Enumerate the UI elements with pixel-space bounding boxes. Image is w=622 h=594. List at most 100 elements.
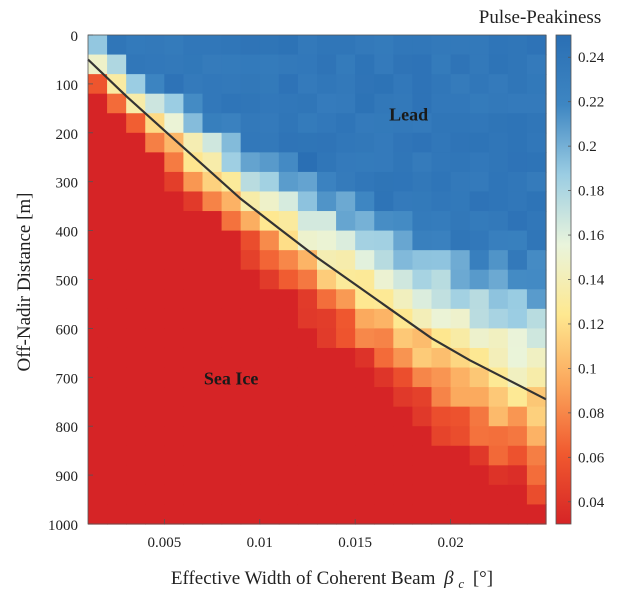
heatmap-cell (488, 211, 509, 232)
heatmap-cell (297, 191, 318, 212)
colorbar-tick-label: 0.06 (578, 450, 605, 466)
heatmap-cell (259, 191, 280, 212)
heatmap-cell (107, 152, 127, 173)
heatmap-cell (278, 171, 299, 193)
heatmap-cell (488, 445, 509, 466)
heatmap-cell (278, 250, 299, 271)
heatmap-cell (393, 93, 414, 114)
heatmap-cell (240, 347, 261, 369)
heatmap-cell (240, 230, 261, 251)
heatmap-cell (526, 426, 547, 447)
heatmap-cell (450, 113, 471, 134)
heatmap-cell (107, 465, 127, 486)
heatmap-cell (412, 211, 433, 232)
heatmap-cell (469, 74, 490, 95)
heatmap-cell (431, 132, 452, 153)
heatmap-cell (450, 406, 471, 427)
heatmap-cell (317, 269, 337, 290)
heatmap-cell (164, 35, 185, 56)
heatmap-cell (507, 504, 528, 525)
heatmap-cell (507, 191, 528, 212)
heatmap-cell (431, 387, 452, 408)
heatmap-cell (374, 54, 394, 75)
heatmap-cell (221, 445, 242, 466)
heatmap-cell (183, 171, 204, 193)
heatmap-cell (355, 387, 375, 408)
heatmap-cell (526, 132, 547, 153)
heatmap-cell (393, 132, 414, 153)
heatmap-cell (183, 387, 204, 408)
heatmap-cell (374, 269, 394, 290)
heatmap-cell (278, 191, 299, 212)
heatmap-cell (240, 113, 261, 134)
heatmap-cell (164, 504, 185, 525)
heatmap-cell (393, 347, 414, 369)
heatmap-cell (240, 328, 261, 349)
colorbar-tick-label: 0.2 (578, 139, 597, 155)
heatmap-cell (183, 289, 204, 310)
heatmap-cell (412, 35, 433, 56)
heatmap-cell (450, 426, 471, 447)
heatmap-cell (88, 93, 108, 114)
heatmap-cell (412, 152, 433, 173)
heatmap-cell (107, 269, 127, 290)
heatmap-cell (240, 93, 261, 114)
heatmap-cell (393, 250, 414, 271)
heatmap-cell (507, 445, 528, 466)
heatmap-cell (317, 35, 337, 56)
heatmap-cell (88, 113, 108, 134)
heatmap-cell (469, 113, 490, 134)
heatmap-cell (507, 347, 528, 369)
heatmap-cell (88, 367, 108, 388)
heatmap-cell (393, 113, 414, 134)
heatmap-cell (297, 367, 318, 388)
heatmap-cell (469, 171, 490, 193)
heatmap-cell (507, 426, 528, 447)
heatmap-cell (183, 152, 204, 173)
heatmap-cell (145, 93, 165, 114)
heatmap-cell (221, 484, 242, 506)
heatmap-cell (126, 504, 146, 525)
heatmap-cell (355, 35, 375, 56)
heatmap-cell (450, 230, 471, 251)
x-axis-label: Effective Width of Coherent Beam β c [°] (171, 568, 493, 593)
heatmap-cell (355, 465, 375, 486)
heatmap-cell (164, 406, 185, 427)
heatmap-cell (374, 211, 394, 232)
heatmap-cell (336, 35, 356, 56)
heatmap-cell (336, 191, 356, 212)
heatmap-cell (164, 387, 185, 408)
heatmap-cell (126, 367, 146, 388)
heatmap-cell (507, 93, 528, 114)
heatmap-cell (126, 74, 146, 95)
heatmap-cell (202, 328, 223, 349)
x-tick-label: 0.005 (147, 535, 181, 551)
heatmap-cell (393, 367, 414, 388)
heatmap-cell (374, 426, 394, 447)
heatmap-cell (297, 93, 318, 114)
heatmap-cell (88, 406, 108, 427)
heatmap-cell (202, 211, 223, 232)
heatmap-cell (126, 152, 146, 173)
heatmap-cell (412, 484, 433, 506)
heatmap-cell (317, 171, 337, 193)
heatmap-cell (202, 132, 223, 153)
heatmap-cell (240, 308, 261, 329)
heatmap-cell (393, 328, 414, 349)
heatmap-cell (240, 406, 261, 427)
heatmap-cell (469, 289, 490, 310)
heatmap-cell (107, 211, 127, 232)
heatmap-cell (412, 426, 433, 447)
heatmap-cell (336, 289, 356, 310)
heatmap-cell (297, 171, 318, 193)
heatmap-cell (183, 35, 204, 56)
heatmap-cell (374, 445, 394, 466)
heatmap-cell (507, 406, 528, 427)
heatmap-cell (164, 152, 185, 173)
heatmap-cell (221, 132, 242, 153)
heatmap-cell (240, 445, 261, 466)
heatmap-cell (126, 211, 146, 232)
heatmap-cell (355, 211, 375, 232)
heatmap-cell (221, 211, 242, 232)
heatmap-cell (221, 387, 242, 408)
